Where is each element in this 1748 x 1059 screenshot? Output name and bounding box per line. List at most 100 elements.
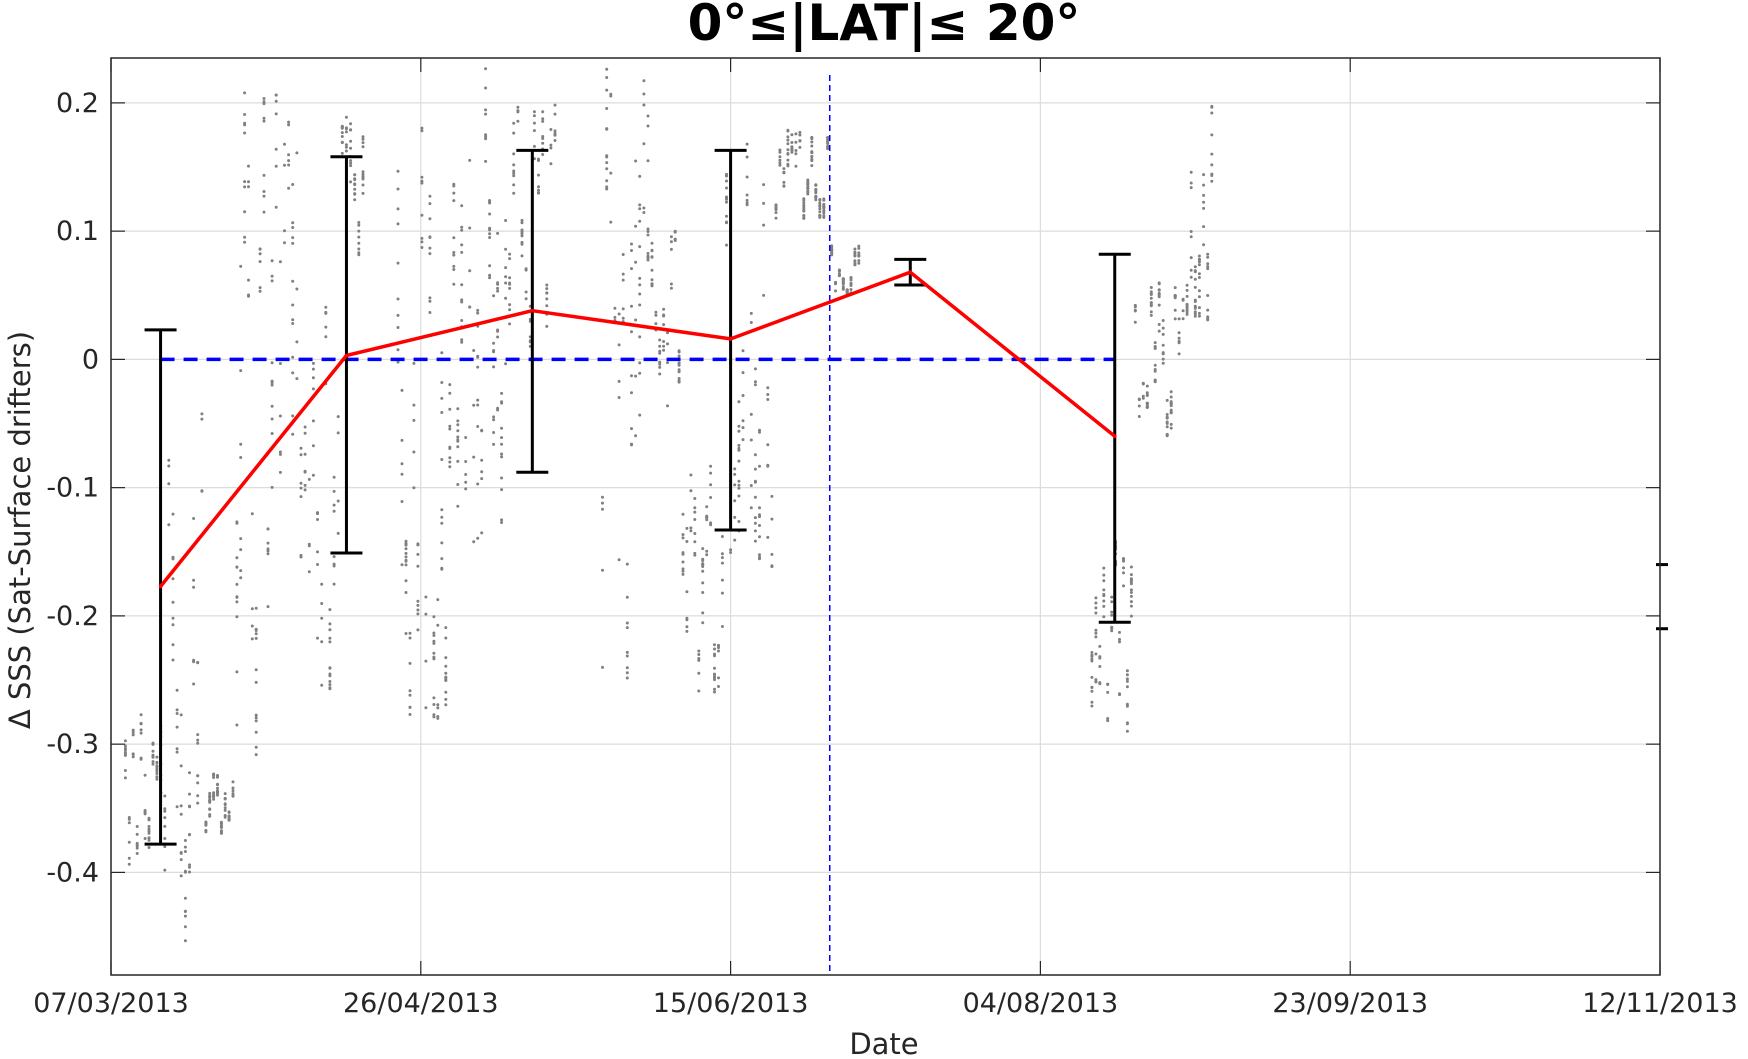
- y-axis-label: Δ SSS (Sat-Surface drifters): [3, 331, 37, 729]
- scatter-point: [681, 536, 685, 540]
- scatter-point: [1181, 309, 1185, 313]
- scatter-point: [396, 187, 400, 191]
- scatter-point: [353, 178, 357, 182]
- scatter-point: [468, 269, 472, 273]
- scatter-point: [131, 752, 135, 756]
- scatter-point: [155, 772, 159, 775]
- scatter-point: [1210, 104, 1214, 108]
- scatter-point: [1202, 183, 1206, 187]
- scatter-point: [818, 201, 822, 205]
- scatter-point: [802, 214, 806, 218]
- scatter-point: [504, 219, 508, 222]
- scatter-point: [1193, 277, 1197, 281]
- scatter-point: [650, 248, 654, 252]
- scatter-point: [766, 393, 770, 396]
- scatter-point: [204, 828, 208, 832]
- scatter-point: [737, 443, 741, 447]
- scatter-point: [786, 158, 790, 162]
- scatter-point: [270, 485, 274, 489]
- scatter-point: [1129, 565, 1133, 569]
- scatter-point: [794, 152, 798, 156]
- scatter-point: [432, 631, 436, 635]
- scatter-point: [1210, 133, 1214, 137]
- scatter-point: [464, 460, 468, 463]
- scatter-point: [1193, 265, 1197, 269]
- scatter-point: [188, 863, 191, 867]
- scatter-point: [361, 135, 365, 139]
- scatter-point: [484, 159, 488, 163]
- scatter-point: [802, 207, 806, 211]
- scatter-point: [254, 730, 258, 734]
- scatter-point: [404, 591, 408, 594]
- scatter-point: [762, 183, 766, 187]
- scatter-point: [480, 531, 484, 535]
- scatter-point: [500, 488, 504, 492]
- scatter-point: [1137, 398, 1141, 402]
- scatter-point: [1206, 252, 1210, 256]
- scatter-point: [749, 412, 753, 416]
- scatter-point: [689, 526, 693, 530]
- scatter-point: [492, 350, 496, 354]
- scatter-point: [1177, 317, 1181, 321]
- scatter-point: [460, 225, 464, 229]
- scatter-point: [340, 131, 344, 135]
- x-tick-label: 07/03/2013: [33, 988, 189, 1019]
- scatter-point: [147, 831, 151, 835]
- scatter-point: [428, 217, 432, 221]
- scatter-point: [737, 459, 741, 463]
- scatter-point: [697, 658, 701, 662]
- scatter-point: [488, 273, 492, 277]
- scatter-point: [274, 164, 278, 168]
- scatter-point: [745, 175, 749, 179]
- scatter-point: [1145, 394, 1149, 397]
- scatter-point: [353, 198, 357, 202]
- scatter-point: [258, 289, 262, 293]
- scatter-point: [802, 216, 806, 220]
- scatter-point: [476, 536, 480, 540]
- scatter-point: [155, 761, 159, 765]
- scatter-point: [324, 311, 328, 315]
- scatter-point: [1122, 584, 1125, 588]
- mean-point: [728, 337, 733, 341]
- scatter-point: [440, 557, 444, 561]
- scatter-point: [720, 578, 724, 582]
- scatter-point: [689, 473, 693, 477]
- scatter-point: [227, 817, 231, 821]
- scatter-point: [553, 139, 557, 142]
- x-tick-label: 26/04/2013: [343, 988, 499, 1019]
- scatter-point: [1118, 693, 1121, 697]
- x-tick-label: 04/08/2013: [963, 988, 1119, 1019]
- scatter-point: [496, 335, 500, 339]
- scatter-point: [266, 527, 270, 531]
- scatter-point: [504, 362, 508, 366]
- y-tick-label: -0.2: [46, 601, 99, 632]
- scatter-point: [725, 200, 728, 204]
- scatter-point: [432, 634, 436, 637]
- scatter-point: [650, 255, 654, 259]
- scatter-point: [500, 436, 504, 440]
- scatter-point: [541, 137, 545, 140]
- scatter-point: [254, 745, 258, 749]
- scatter-point: [634, 224, 638, 228]
- scatter-point: [254, 716, 258, 720]
- scatter-point: [488, 232, 492, 236]
- scatter-point: [625, 595, 629, 599]
- scatter-point: [786, 138, 790, 142]
- scatter-point: [480, 429, 484, 433]
- scatter-point: [729, 548, 733, 552]
- scatter-point: [1098, 681, 1102, 685]
- scatter-point: [1149, 286, 1153, 289]
- scatter-point: [476, 308, 480, 312]
- scatter-point: [753, 529, 757, 533]
- scatter-point: [770, 517, 774, 521]
- scatter-point: [428, 202, 432, 206]
- scatter-point: [646, 159, 650, 163]
- scatter-point: [701, 557, 705, 561]
- scatter-point: [1193, 304, 1197, 308]
- scatter-point: [1206, 294, 1210, 297]
- scatter-point: [412, 486, 416, 490]
- scatter-point: [741, 419, 745, 423]
- scatter-point: [1110, 613, 1114, 617]
- scatter-point: [361, 174, 365, 178]
- scatter-point: [1153, 380, 1157, 384]
